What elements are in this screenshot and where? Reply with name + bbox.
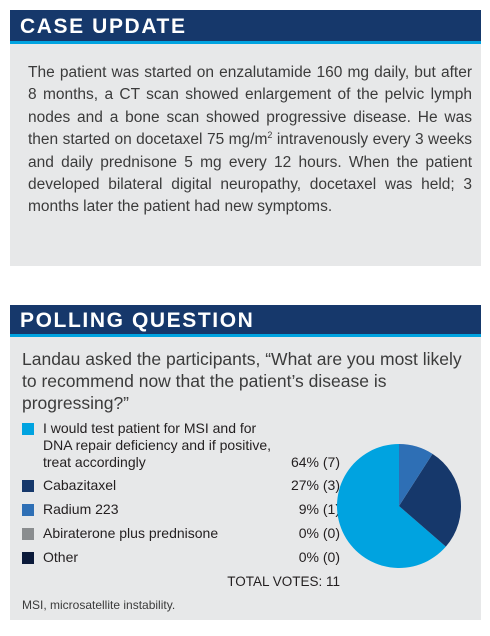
- option-percent: 64% (7): [290, 454, 340, 470]
- option-label: I would test patient for MSI and for DNA…: [43, 420, 271, 470]
- poll-options-legend: I would test patient for MSI and for DNA…: [22, 420, 340, 566]
- poll-option: Abiraterone plus prednisone 0% (0): [22, 525, 340, 542]
- pie-slice: [399, 453, 461, 547]
- poll-option: Cabazitaxel 27% (3): [22, 477, 340, 494]
- case-update-text: The patient was started on enzalutamide …: [28, 62, 472, 219]
- poll-question-text: Landau asked the participants, “What are…: [22, 349, 462, 413]
- superscript: 2: [267, 130, 273, 141]
- option-label: Cabazitaxel: [43, 477, 117, 493]
- pie-slice: [399, 444, 433, 506]
- polling-question-panel: POLLING QUESTION Landau asked the partic…: [10, 305, 481, 620]
- case-text-part-2: intravenously every 3 weeks and daily pr…: [28, 131, 472, 216]
- poll-option: Radium 223 9% (1): [22, 501, 340, 518]
- option-label: Abiraterone plus prednisone: [43, 525, 219, 541]
- legend-swatch: [22, 528, 34, 540]
- legend-swatch: [22, 552, 34, 564]
- legend-swatch: [22, 480, 34, 492]
- option-percent: 0% (0): [298, 525, 340, 541]
- option-label: Radium 223: [43, 501, 119, 517]
- footnote: MSI, microsatellite instability.: [22, 598, 176, 612]
- poll-option: I would test patient for MSI and for DNA…: [22, 420, 340, 471]
- case-update-title: CASE UPDATE: [10, 10, 481, 44]
- option-label: Other: [43, 549, 79, 565]
- option-percent: 0% (0): [298, 549, 340, 565]
- total-votes: TOTAL VOTES: 11: [227, 574, 340, 589]
- polling-question-title: POLLING QUESTION: [10, 305, 481, 337]
- option-percent: 27% (3): [290, 477, 340, 493]
- poll-option: Other 0% (0): [22, 549, 340, 566]
- option-percent: 9% (1): [298, 501, 340, 517]
- legend-swatch: [22, 504, 34, 516]
- case-update-panel: CASE UPDATE The patient was started on e…: [10, 10, 481, 266]
- legend-swatch: [22, 423, 34, 435]
- pie-slice: [337, 444, 446, 568]
- case-text-part-1: The patient was started on enzalutamide …: [28, 64, 472, 149]
- poll-pie-chart: [337, 444, 461, 568]
